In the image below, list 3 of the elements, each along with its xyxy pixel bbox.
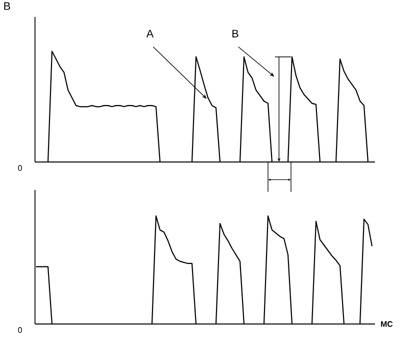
- text: B: [232, 30, 238, 38]
- text: A: [146, 30, 154, 38]
- chart-title: B: [4, 2, 10, 10]
